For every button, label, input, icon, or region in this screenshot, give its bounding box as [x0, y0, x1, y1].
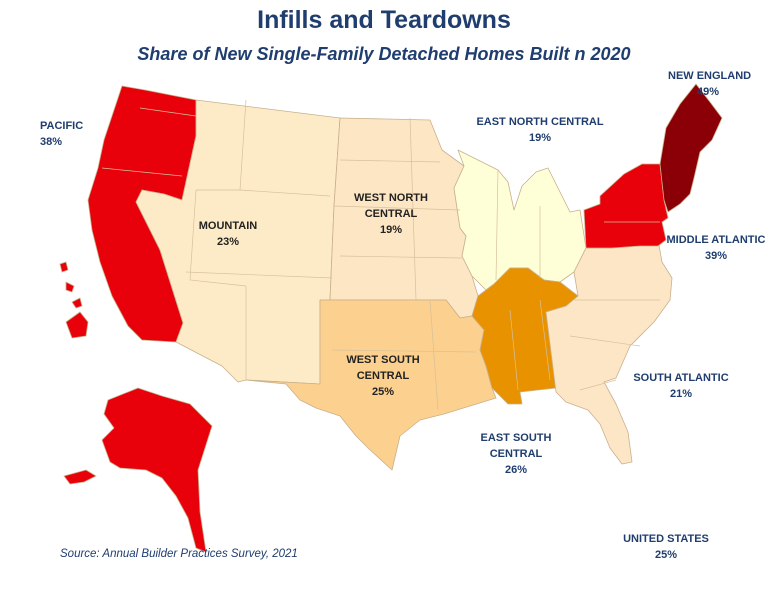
- label-east-south-central: EAST SOUTH CENTRAL 26%: [470, 430, 562, 478]
- label-sa-name: SOUTH ATLANTIC: [633, 372, 729, 384]
- label-mountain: MOUNTAIN 23%: [188, 218, 268, 250]
- label-esc-value: 26%: [504, 464, 528, 476]
- region-pacific-aleutians: [63, 469, 97, 485]
- source-note: Source: Annual Builder Practices Survey,…: [60, 548, 298, 560]
- label-mountain-name: MOUNTAIN: [198, 220, 258, 232]
- label-esc-line1: EAST SOUTH: [480, 432, 552, 444]
- label-wnc-value: 19%: [379, 224, 403, 236]
- label-west-south-central: WEST SOUTH CENTRAL 25%: [336, 352, 430, 400]
- label-wnc-line2: CENTRAL: [364, 208, 418, 220]
- label-wsc-line2: CENTRAL: [356, 370, 410, 382]
- label-new-england: NEW ENGLAND 49%: [668, 68, 752, 100]
- label-sa-value: 21%: [669, 388, 693, 400]
- label-ma-name: MIDDLE ATLANTIC: [666, 234, 766, 246]
- label-pacific-name: PACIFIC: [40, 120, 84, 132]
- state-borders: [101, 99, 660, 411]
- map-title: Infills and Teardowns: [257, 6, 511, 34]
- label-ne-name: NEW ENGLAND: [668, 70, 752, 82]
- label-us-name: UNITED STATES: [623, 533, 709, 545]
- label-pacific: PACIFIC 38%: [40, 118, 83, 150]
- label-united-states: UNITED STATES 25%: [620, 531, 712, 563]
- label-ne-value: 49%: [696, 86, 720, 98]
- label-enc-value: 19%: [528, 132, 552, 144]
- label-enc-name: EAST NORTH CENTRAL: [476, 116, 604, 128]
- label-east-north-central: EAST NORTH CENTRAL 19%: [470, 114, 610, 146]
- region-pacific-hawaii: [59, 261, 89, 339]
- region-east-south-central: [471, 267, 579, 405]
- label-esc-line2: CENTRAL: [489, 448, 543, 460]
- label-west-north-central: WEST NORTH CENTRAL 19%: [344, 190, 438, 238]
- region-middle-atlantic: [583, 163, 669, 249]
- region-new-england: [659, 83, 723, 213]
- label-mountain-value: 23%: [216, 236, 240, 248]
- label-middle-atlantic: MIDDLE ATLANTIC 39%: [660, 232, 768, 264]
- label-wnc-line1: WEST NORTH: [354, 192, 428, 204]
- label-ma-value: 39%: [704, 250, 728, 262]
- label-wsc-line1: WEST SOUTH: [346, 354, 420, 366]
- label-pacific-value: 38%: [40, 136, 63, 148]
- map-subtitle: Share of New Single-Family Detached Home…: [137, 44, 631, 64]
- label-wsc-value: 25%: [371, 386, 395, 398]
- label-us-value: 25%: [654, 549, 678, 561]
- label-south-atlantic: SOUTH ATLANTIC 21%: [626, 370, 736, 402]
- region-pacific-alaska: [101, 387, 213, 553]
